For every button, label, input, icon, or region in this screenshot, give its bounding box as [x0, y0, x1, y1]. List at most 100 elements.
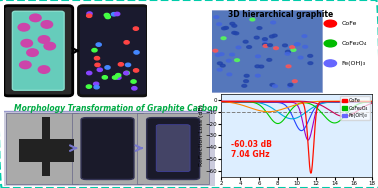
Y-axis label: Reflection Loss (dB): Reflection Loss (dB)	[199, 104, 204, 166]
FancyBboxPatch shape	[71, 113, 144, 184]
Circle shape	[270, 35, 274, 38]
Circle shape	[118, 63, 124, 66]
Circle shape	[92, 49, 97, 52]
Circle shape	[132, 87, 137, 90]
Circle shape	[267, 58, 272, 61]
Circle shape	[217, 23, 222, 26]
Circle shape	[292, 80, 297, 83]
FancyBboxPatch shape	[81, 118, 134, 180]
Circle shape	[18, 24, 29, 31]
Circle shape	[324, 60, 336, 67]
Circle shape	[298, 56, 303, 59]
Circle shape	[104, 13, 109, 17]
Circle shape	[97, 68, 102, 71]
Circle shape	[87, 71, 92, 75]
Circle shape	[125, 63, 130, 67]
Circle shape	[244, 74, 249, 77]
Circle shape	[94, 86, 99, 89]
FancyBboxPatch shape	[156, 125, 190, 171]
FancyBboxPatch shape	[4, 6, 73, 96]
Circle shape	[263, 45, 268, 47]
FancyBboxPatch shape	[19, 139, 74, 162]
Circle shape	[308, 55, 313, 57]
Circle shape	[134, 51, 139, 54]
Circle shape	[285, 52, 290, 55]
FancyBboxPatch shape	[79, 6, 147, 96]
Circle shape	[215, 54, 220, 56]
Circle shape	[217, 62, 222, 65]
Circle shape	[105, 15, 110, 19]
Circle shape	[272, 34, 277, 37]
Text: 3D hierarchical graphite: 3D hierarchical graphite	[228, 10, 333, 19]
FancyBboxPatch shape	[0, 111, 220, 187]
Circle shape	[116, 76, 121, 79]
Circle shape	[308, 62, 313, 64]
Circle shape	[259, 65, 264, 68]
Circle shape	[44, 42, 56, 50]
Circle shape	[87, 12, 92, 15]
Circle shape	[283, 44, 287, 47]
Circle shape	[242, 84, 247, 87]
Circle shape	[96, 43, 101, 46]
Circle shape	[226, 59, 231, 62]
Circle shape	[235, 59, 240, 61]
Circle shape	[230, 22, 235, 25]
FancyBboxPatch shape	[147, 118, 200, 180]
Circle shape	[27, 49, 38, 56]
Circle shape	[95, 63, 100, 67]
Circle shape	[41, 21, 53, 28]
Circle shape	[220, 64, 225, 67]
Circle shape	[263, 43, 268, 46]
Circle shape	[21, 39, 33, 47]
Circle shape	[214, 16, 219, 18]
Text: -60.03 dB: -60.03 dB	[231, 140, 271, 149]
Legend: CoFe, CoFe₂O₄, Fe(OH)₃: CoFe, CoFe₂O₄, Fe(OH)₃	[340, 96, 370, 120]
Circle shape	[286, 65, 291, 68]
Text: Fe(OH)₃: Fe(OH)₃	[342, 61, 366, 66]
Circle shape	[116, 74, 121, 77]
Circle shape	[271, 21, 276, 24]
Circle shape	[86, 85, 91, 88]
Circle shape	[230, 53, 234, 56]
Circle shape	[243, 40, 248, 43]
Circle shape	[263, 39, 267, 42]
Circle shape	[105, 66, 110, 69]
Circle shape	[124, 71, 129, 75]
Circle shape	[236, 46, 241, 49]
Circle shape	[290, 46, 294, 49]
Circle shape	[303, 45, 308, 48]
Circle shape	[131, 80, 136, 83]
Circle shape	[133, 69, 139, 72]
Circle shape	[124, 71, 129, 75]
Circle shape	[294, 43, 299, 46]
Circle shape	[256, 55, 260, 58]
FancyBboxPatch shape	[207, 10, 322, 92]
Circle shape	[221, 37, 226, 39]
Circle shape	[291, 49, 296, 51]
Circle shape	[255, 65, 260, 68]
Circle shape	[250, 18, 255, 21]
Circle shape	[324, 20, 336, 27]
Circle shape	[115, 12, 120, 16]
Text: 7.04 GHz: 7.04 GHz	[231, 150, 269, 159]
Circle shape	[222, 27, 226, 30]
Circle shape	[224, 27, 228, 29]
Circle shape	[274, 47, 279, 49]
Circle shape	[94, 82, 99, 86]
Circle shape	[288, 85, 293, 88]
Circle shape	[20, 61, 31, 69]
Circle shape	[302, 35, 307, 37]
Circle shape	[273, 85, 277, 87]
Text: CoFe₂O₄: CoFe₂O₄	[342, 41, 367, 46]
Circle shape	[124, 41, 129, 44]
Circle shape	[232, 31, 237, 34]
Text: Morphology Transformation of Graphite Carbon: Morphology Transformation of Graphite Ca…	[14, 104, 218, 113]
Circle shape	[94, 57, 99, 60]
Circle shape	[254, 36, 259, 39]
Circle shape	[38, 66, 50, 73]
Circle shape	[262, 38, 267, 40]
Circle shape	[295, 43, 300, 45]
Circle shape	[227, 73, 232, 76]
Circle shape	[38, 36, 50, 43]
Circle shape	[270, 83, 275, 86]
